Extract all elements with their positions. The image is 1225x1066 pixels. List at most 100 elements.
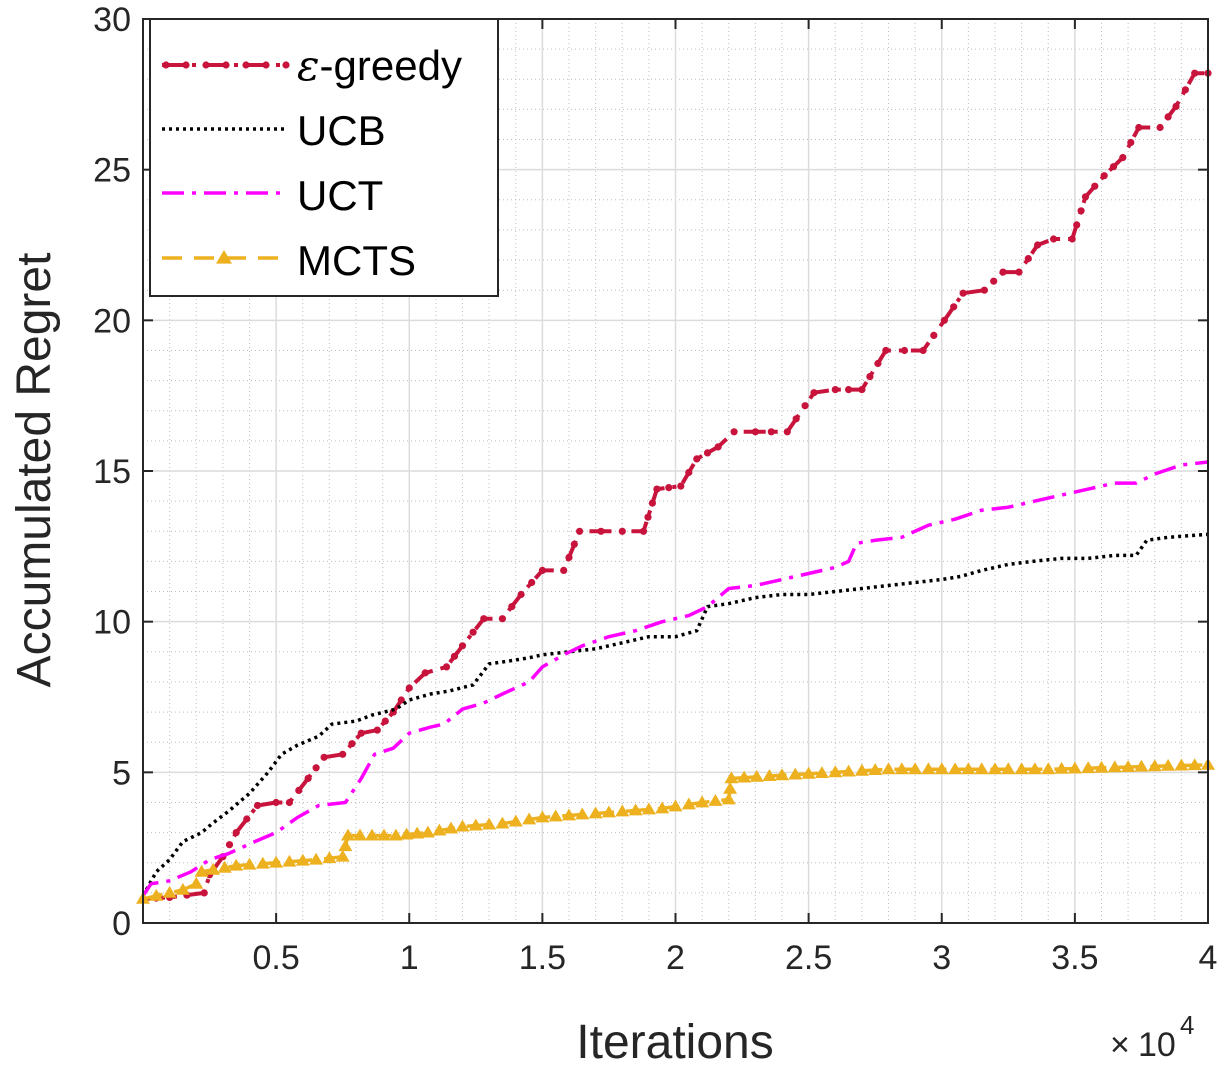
series-line xyxy=(142,763,1209,901)
multiplier-base: 10 xyxy=(1138,1026,1176,1064)
legend-samples xyxy=(162,61,290,264)
data-point xyxy=(1024,255,1032,263)
data-point xyxy=(668,799,683,812)
data-point xyxy=(974,762,989,775)
x-axis-multiplier: × 10 4 xyxy=(1110,1010,1194,1064)
x-tick-label: 1 xyxy=(400,939,419,977)
data-point xyxy=(309,852,324,865)
data-point xyxy=(242,857,257,870)
data-point xyxy=(1127,138,1135,147)
data-point xyxy=(304,774,312,783)
data-point xyxy=(1067,761,1082,774)
data-point xyxy=(1073,221,1081,229)
data-point xyxy=(576,527,584,535)
y-axis-label: Accumulated Regret xyxy=(8,253,61,688)
data-point xyxy=(1107,760,1122,773)
data-point xyxy=(1135,123,1143,132)
data-point xyxy=(1054,761,1069,774)
data-point xyxy=(810,389,818,397)
y-tick-label: 30 xyxy=(93,1,131,39)
data-point xyxy=(641,802,656,815)
data-point xyxy=(1119,154,1127,162)
data-point xyxy=(988,762,1002,775)
data-point xyxy=(1027,762,1042,775)
data-point xyxy=(959,289,967,297)
data-point xyxy=(312,764,320,772)
data-point xyxy=(681,797,696,810)
data-point xyxy=(1191,69,1199,77)
data-point xyxy=(469,628,477,636)
data-point xyxy=(399,827,414,840)
data-point xyxy=(749,769,764,782)
data-point xyxy=(389,708,397,716)
data-point xyxy=(206,862,221,875)
series-ucb xyxy=(141,532,1209,897)
data-point xyxy=(405,684,413,692)
data-point xyxy=(295,786,303,795)
data-point xyxy=(322,851,337,864)
legend-label-uct: UCT xyxy=(297,172,383,219)
data-point xyxy=(792,415,800,423)
data-point xyxy=(724,771,739,784)
data-point xyxy=(751,428,760,436)
data-point xyxy=(320,753,328,761)
legend: ε-greedy UCB UCT MCTS xyxy=(149,18,499,297)
data-point xyxy=(762,769,777,781)
legend-label-mcts: MCTS xyxy=(297,237,416,284)
data-point xyxy=(377,828,391,841)
data-point xyxy=(538,566,547,575)
legend-marker xyxy=(222,61,230,69)
data-point xyxy=(693,455,701,463)
x-tick-label: 2 xyxy=(666,939,685,977)
data-point xyxy=(685,468,693,477)
data-point xyxy=(882,346,890,355)
multiplier-times: × xyxy=(1110,1026,1130,1064)
x-tick-label: 3 xyxy=(932,939,951,977)
data-point xyxy=(339,750,347,758)
data-point xyxy=(908,762,923,775)
data-point xyxy=(950,303,958,311)
data-point xyxy=(708,794,723,806)
data-point xyxy=(900,346,909,355)
legend-label-egreedy-prefix: ε xyxy=(297,41,320,90)
data-point xyxy=(930,331,938,339)
data-point xyxy=(1050,235,1058,243)
data-point xyxy=(508,814,523,827)
data-point xyxy=(1172,102,1180,110)
data-point xyxy=(831,386,839,394)
data-point xyxy=(1109,163,1118,171)
data-point xyxy=(269,855,284,868)
data-point xyxy=(189,876,204,889)
data-point xyxy=(655,801,670,814)
legend-label-egreedy: ε-greedy xyxy=(297,41,462,90)
data-point xyxy=(353,828,367,841)
data-point xyxy=(548,809,563,822)
data-point xyxy=(1001,762,1016,775)
data-point xyxy=(562,808,576,821)
data-point xyxy=(854,763,869,776)
data-point xyxy=(801,402,809,410)
data-point xyxy=(468,818,483,831)
data-point xyxy=(1174,758,1189,771)
data-point xyxy=(480,615,488,623)
data-point xyxy=(498,615,506,623)
data-point xyxy=(866,373,874,381)
data-point xyxy=(703,449,712,457)
data-point xyxy=(1081,193,1090,201)
data-point xyxy=(919,346,927,355)
data-point xyxy=(601,805,616,818)
data-point xyxy=(348,740,356,748)
series-layer xyxy=(136,69,1215,904)
data-point xyxy=(397,696,405,704)
data-point xyxy=(149,888,164,901)
data-point xyxy=(482,817,497,830)
data-point xyxy=(200,889,208,897)
data-point xyxy=(444,821,458,834)
data-point xyxy=(1014,762,1029,775)
data-point xyxy=(1164,113,1172,121)
data-point xyxy=(990,277,998,285)
x-tick-label: 0.5 xyxy=(252,939,299,977)
data-point xyxy=(644,513,652,521)
data-point xyxy=(723,781,738,794)
